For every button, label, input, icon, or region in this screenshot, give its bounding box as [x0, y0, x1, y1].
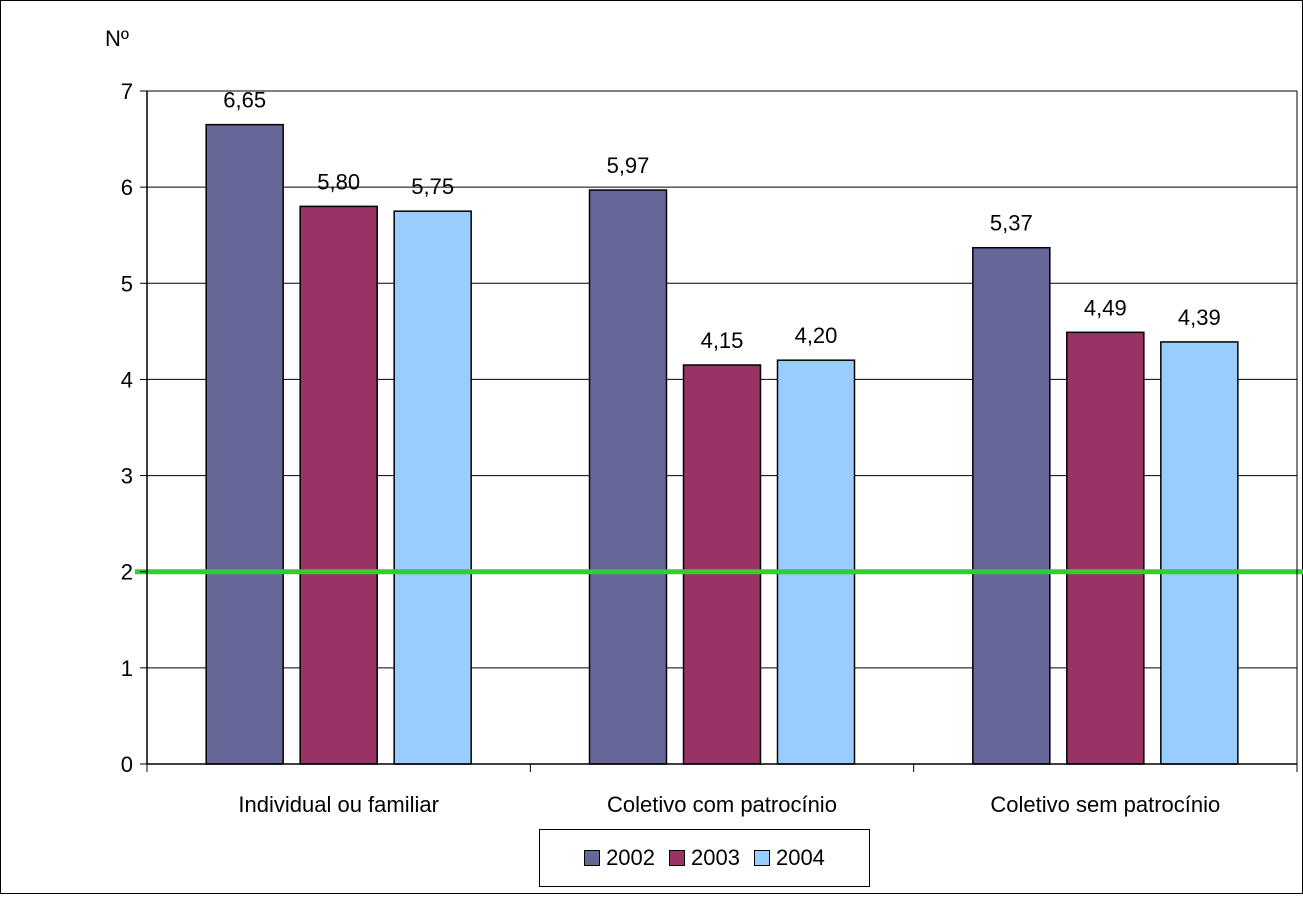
- y-tick-label: 1: [121, 656, 133, 681]
- bar-2003: [299, 205, 378, 765]
- bar-2002: [205, 123, 284, 765]
- bar-2004: [1160, 341, 1239, 765]
- bar-2003: [682, 364, 762, 765]
- bar-2004: [776, 359, 856, 765]
- data-label: 4,39: [1178, 305, 1221, 330]
- y-tick-label: 2: [121, 560, 133, 585]
- y-tick-label: 5: [121, 271, 133, 296]
- data-label: 4,49: [1084, 295, 1127, 320]
- y-tick-label: 6: [121, 175, 133, 200]
- data-label: 4,20: [795, 323, 838, 348]
- legend-label: 2004: [775, 845, 825, 870]
- y-tick-label: 4: [121, 367, 133, 392]
- bar-2004: [393, 210, 472, 765]
- data-label: 4,15: [701, 328, 744, 353]
- y-tick-label: 3: [121, 464, 133, 489]
- legend-label: 2002: [606, 845, 656, 870]
- x-category-label: Coletivo com patrocínio: [607, 792, 837, 817]
- y-tick-label: 7: [121, 79, 133, 104]
- legend-swatch: [669, 850, 686, 866]
- data-label: 5,80: [317, 169, 360, 194]
- data-label: 5,37: [990, 211, 1033, 236]
- y-axis-label: Nº: [105, 26, 129, 51]
- legend-swatch: [753, 850, 770, 866]
- legend-label: 2003: [691, 845, 740, 870]
- legend-item: 2002: [584, 845, 655, 871]
- data-label: 5,97: [607, 153, 650, 178]
- bar-2003: [1066, 331, 1145, 765]
- x-category-label: Individual ou familiar: [238, 792, 439, 817]
- legend-item: 2004: [753, 845, 825, 871]
- data-label: 6,65: [223, 88, 266, 113]
- data-label: 5,75: [411, 174, 454, 199]
- bar-2002: [972, 246, 1051, 765]
- legend-item: 2003: [669, 845, 740, 871]
- y-tick-label: 0: [121, 752, 133, 777]
- legend-swatch: [584, 850, 601, 866]
- x-category-label: Coletivo sem patrocínio: [990, 792, 1220, 817]
- legend: 2002 2003 2004: [539, 829, 870, 887]
- bar-2002: [588, 189, 668, 765]
